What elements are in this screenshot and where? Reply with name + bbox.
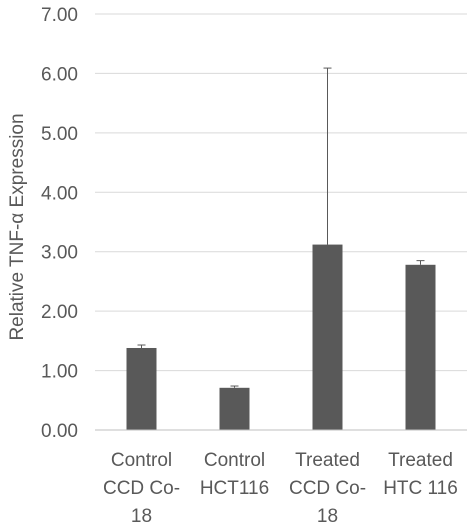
- y-tick-label: 5.00: [41, 124, 78, 145]
- x-category-labels: Control CCD Co- 18 Control HCT116 Treated CCD …: [103, 450, 458, 527]
- x-category-label: Treated HTC 116: [383, 450, 458, 499]
- x-category-label: Treated CCD Co- 18: [289, 450, 366, 527]
- gridlines: [95, 13, 467, 372]
- bar: [126, 347, 157, 430]
- bars: [126, 244, 436, 430]
- x-category-label-line: CCD Co-: [289, 478, 366, 499]
- x-category-label-line: 18: [131, 506, 152, 527]
- x-category-label-line: CCD Co-: [103, 478, 180, 499]
- y-tick-label: 1.00: [41, 362, 78, 383]
- x-category-label: Control HCT116: [200, 450, 269, 499]
- bar: [219, 387, 250, 430]
- x-category-label: Control CCD Co- 18: [103, 450, 180, 527]
- x-category-label-line: Treated: [388, 450, 453, 471]
- x-category-label-line: Treated: [295, 450, 360, 471]
- y-tick-label: 2.00: [41, 302, 78, 323]
- x-category-label-line: 18: [317, 506, 338, 527]
- error-bars: [137, 67, 425, 388]
- y-tick-labels: 0.00 1.00 2.00 3.00 4.00 5.00 6.00 7.00: [41, 5, 78, 442]
- x-category-label-line: HTC 116: [383, 478, 458, 499]
- x-category-label-line: Control: [111, 450, 172, 471]
- y-tick-label: 4.00: [41, 183, 78, 204]
- x-category-label-line: HCT116: [200, 478, 269, 499]
- y-tick-label: 7.00: [41, 5, 78, 26]
- x-category-label-line: Control: [204, 450, 265, 471]
- bar: [405, 264, 436, 430]
- y-axis-title: Relative TNF-α Expression: [7, 113, 28, 340]
- y-tick-label: 3.00: [41, 243, 78, 264]
- bar: [312, 244, 343, 430]
- y-tick-label: 0.00: [41, 421, 78, 442]
- y-tick-label: 6.00: [41, 64, 78, 85]
